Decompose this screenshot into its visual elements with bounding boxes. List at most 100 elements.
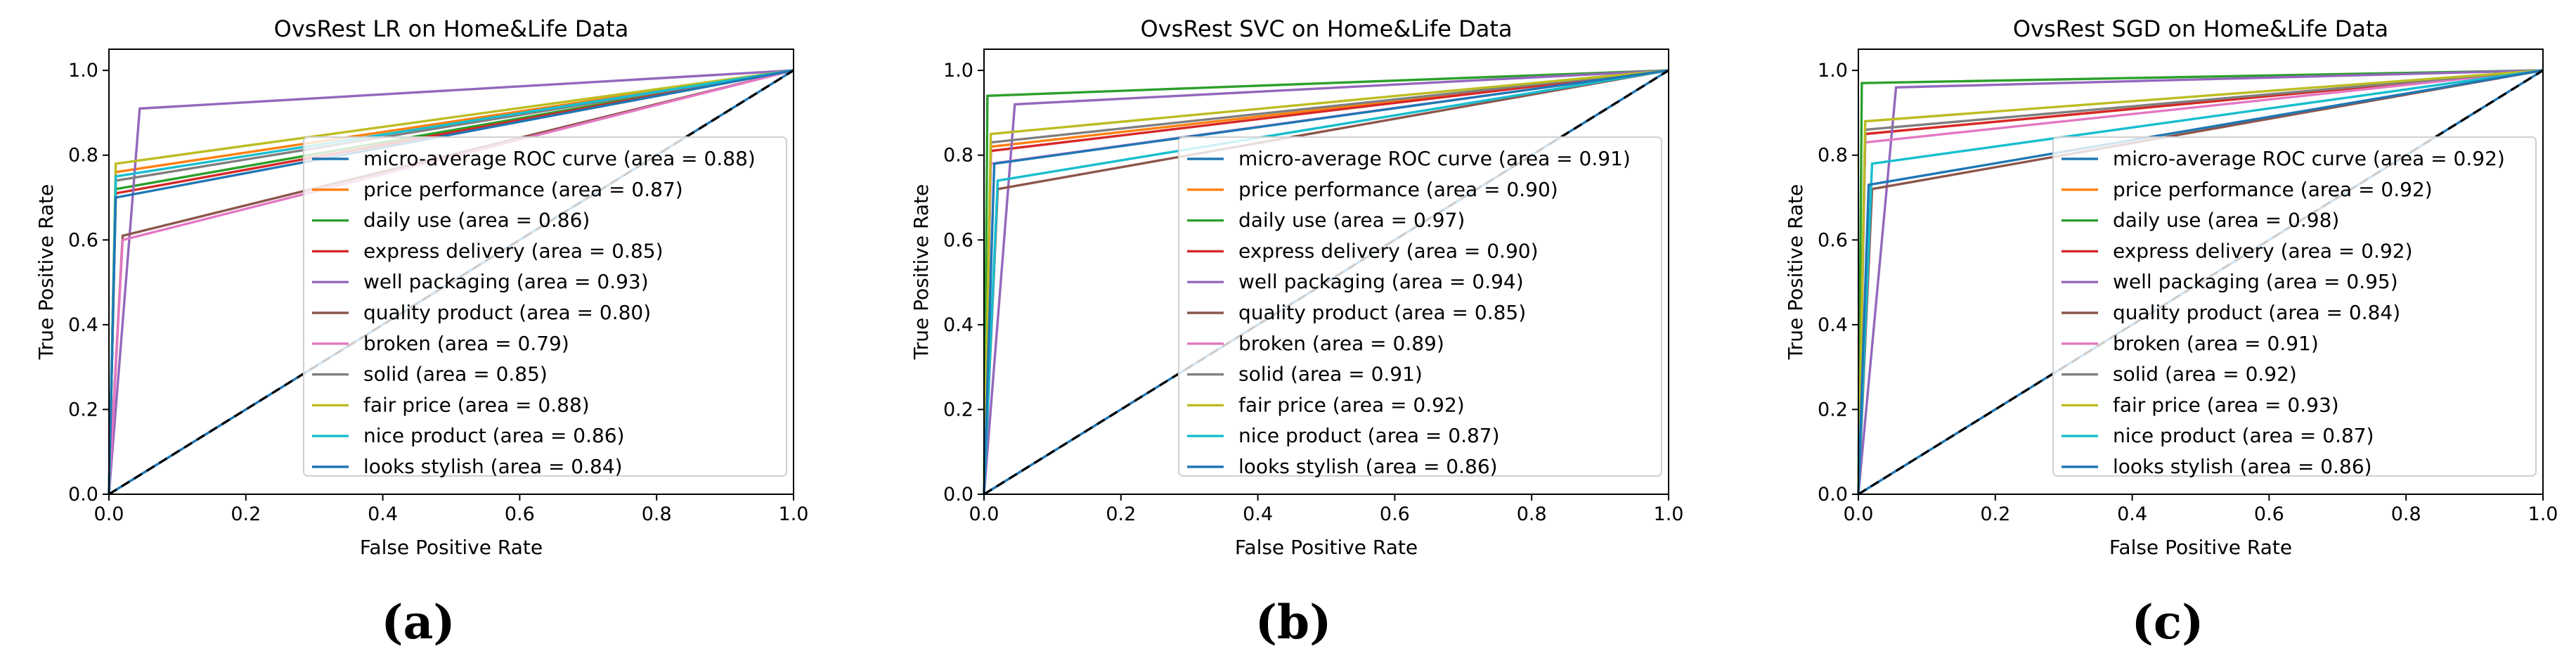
y-tick-label: 0.8 — [68, 145, 98, 167]
x-tick-label: 0.2 — [231, 503, 261, 525]
axes-frame — [108, 49, 794, 495]
legend-label: well packaging (area = 0.95) — [2113, 270, 2398, 293]
chart-title: OvsRest SGD on Home&Life Data — [2013, 15, 2388, 42]
series-line — [1857, 69, 2544, 495]
legend-label: fair price (area = 0.88) — [363, 393, 590, 416]
y-tick-label: 0.8 — [943, 145, 973, 167]
x-tick-label: 0.0 — [94, 503, 124, 525]
chart-panel-1: 0.0 0.2 0.4 0.6 0.8 1.0 0.0 0.2 0.4 0.6 0.8 1.0 Fals… — [34, 15, 808, 650]
legend-label: price performance (area = 0.90) — [1238, 178, 1558, 201]
series-line — [108, 69, 794, 495]
series-line — [983, 69, 1669, 495]
legend-label: broken (area = 0.79) — [363, 332, 569, 355]
y-tick-label: 0.4 — [1818, 314, 1848, 336]
legend-label: daily use (area = 0.98) — [2113, 209, 2339, 232]
legend-label: looks stylish (area = 0.86) — [2113, 455, 2372, 478]
y-tick-label: 0.6 — [1818, 229, 1848, 251]
y-axis-label: True Positive Rate — [1784, 184, 1807, 360]
legend-label: well packaging (area = 0.94) — [1238, 270, 1524, 293]
x-tick-label: 0.6 — [505, 503, 535, 525]
legend-label: price performance (area = 0.87) — [363, 178, 683, 201]
panel-label: (b) — [1255, 595, 1332, 650]
y-axis-label: True Positive Rate — [34, 184, 58, 360]
x-tick-label: 0.2 — [1106, 503, 1136, 525]
y-tick-label: 0.0 — [68, 484, 98, 505]
legend-label: daily use (area = 0.97) — [1238, 209, 1465, 232]
legend-label: looks stylish (area = 0.84) — [363, 455, 623, 478]
legend-label: price performance (area = 0.92) — [2113, 178, 2433, 201]
legend-label: fair price (area = 0.92) — [1238, 393, 1465, 416]
legend-label: looks stylish (area = 0.86) — [1238, 455, 1498, 478]
x-axis-label: False Positive Rate — [2109, 536, 2292, 559]
legend-box — [303, 136, 787, 477]
y-tick-label: 0.2 — [943, 399, 973, 420]
x-tick-label: 0.6 — [2254, 503, 2284, 525]
y-tick-label: 1.0 — [943, 60, 973, 82]
series-line — [108, 69, 794, 495]
panel-label: (c) — [2132, 595, 2204, 650]
axes-frame — [983, 49, 1669, 495]
series-line — [983, 69, 1669, 495]
y-tick-label: 0.4 — [943, 314, 973, 336]
y-tick-label: 1.0 — [1818, 60, 1848, 82]
series-line — [108, 69, 794, 495]
legend-label: broken (area = 0.89) — [1238, 332, 1444, 355]
chart-panel-2: 0.0 0.2 0.4 0.6 0.8 1.0 0.0 0.2 0.4 0.6 0.8 1.0 Fals… — [910, 15, 1683, 650]
y-tick-label: 0.0 — [943, 484, 973, 505]
legend-label: solid (area = 0.91) — [1238, 363, 1423, 386]
chart-panel-3: 0.0 0.2 0.4 0.6 0.8 1.0 0.0 0.2 0.4 0.6 0.8 1.0 Fals… — [1784, 15, 2558, 650]
legend-label: express delivery (area = 0.92) — [2113, 239, 2413, 262]
chart-title: OvsRest SVC on Home&Life Data — [1140, 15, 1512, 42]
y-tick-label: 0.6 — [943, 229, 973, 251]
y-tick-label: 0.0 — [1818, 484, 1848, 505]
legend-label: micro-average ROC curve (area = 0.91) — [1238, 147, 1631, 170]
x-tick-label: 1.0 — [1654, 503, 1684, 525]
x-tick-label: 0.4 — [1243, 503, 1273, 525]
x-tick-label: 0.0 — [1844, 503, 1874, 525]
y-tick-label: 0.2 — [68, 399, 98, 420]
x-tick-label: 0.4 — [2117, 503, 2147, 525]
x-tick-label: 0.2 — [1980, 503, 2010, 525]
legend-box — [1178, 136, 1662, 477]
legend-label: quality product (area = 0.85) — [1238, 301, 1526, 324]
panel-label: (a) — [381, 595, 455, 650]
y-tick-label: 0.4 — [68, 314, 98, 336]
legend-label: well packaging (area = 0.93) — [363, 270, 649, 293]
legend-label: solid (area = 0.85) — [363, 363, 548, 386]
legend-label: quality product (area = 0.80) — [363, 301, 651, 324]
legend-label: quality product (area = 0.84) — [2113, 301, 2400, 324]
series-line — [983, 69, 1669, 495]
x-tick-label: 0.8 — [642, 503, 672, 525]
series-line — [1857, 69, 2544, 495]
x-tick-label: 0.4 — [368, 503, 398, 525]
axes-frame — [1858, 49, 2544, 495]
y-tick-label: 0.8 — [1818, 145, 1848, 167]
y-tick-label: 0.6 — [68, 229, 98, 251]
x-tick-label: 0.0 — [969, 503, 999, 525]
x-axis-label: False Positive Rate — [1235, 536, 1418, 559]
legend-label: express delivery (area = 0.85) — [363, 239, 664, 262]
x-tick-label: 1.0 — [2528, 503, 2558, 525]
y-tick-label: 0.2 — [1818, 399, 1848, 420]
x-tick-label: 0.8 — [2391, 503, 2421, 525]
legend-box — [2052, 136, 2537, 477]
y-tick-label: 1.0 — [68, 60, 98, 82]
x-tick-label: 0.6 — [1380, 503, 1410, 525]
chart-title: OvsRest LR on Home&Life Data — [274, 15, 629, 42]
legend-label: micro-average ROC curve (area = 0.92) — [2113, 147, 2505, 170]
series-line — [983, 69, 1669, 495]
x-tick-label: 0.8 — [1517, 503, 1547, 525]
legend-label: nice product (area = 0.87) — [2113, 424, 2374, 447]
series-line — [1857, 69, 2544, 495]
y-axis-label: True Positive Rate — [910, 184, 933, 360]
legend-label: broken (area = 0.91) — [2113, 332, 2319, 355]
x-axis-label: False Positive Rate — [360, 536, 543, 559]
legend-label: nice product (area = 0.87) — [1238, 424, 1500, 447]
x-tick-label: 1.0 — [779, 503, 809, 525]
legend-label: nice product (area = 0.86) — [363, 424, 625, 447]
series-line — [983, 69, 1669, 495]
legend-label: solid (area = 0.92) — [2113, 363, 2297, 386]
legend-label: micro-average ROC curve (area = 0.88) — [363, 147, 756, 170]
legend-label: fair price (area = 0.93) — [2113, 393, 2339, 416]
